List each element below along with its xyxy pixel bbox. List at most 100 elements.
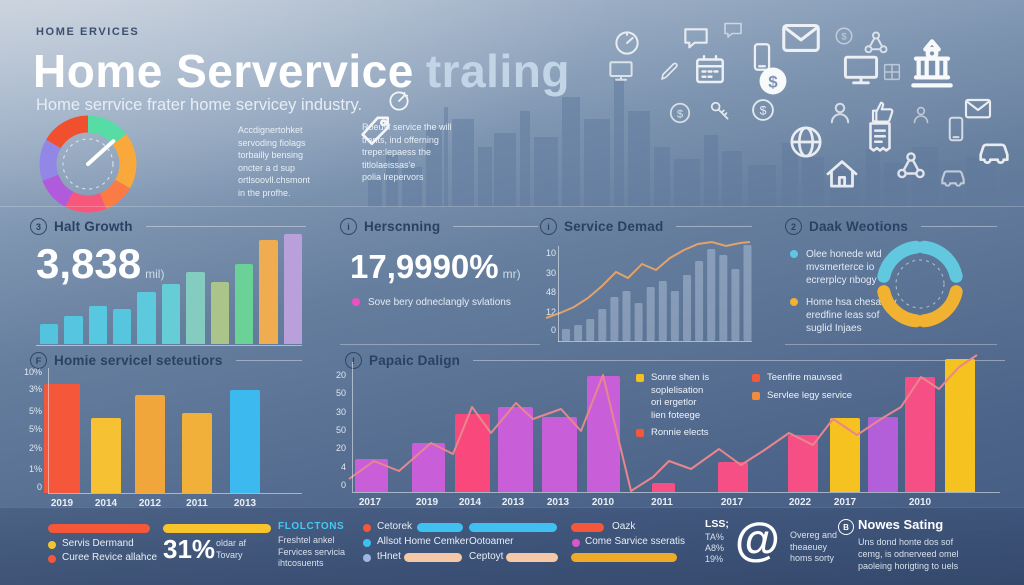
peach-pill (404, 553, 462, 562)
legend-label: tHnet (377, 551, 401, 562)
legend-label: Oazk (612, 521, 636, 532)
x-axis-label: 2010 (908, 497, 932, 508)
y-tick-label: 30 (335, 407, 346, 417)
legend-dot (363, 554, 371, 562)
floctons-title: FLOLCTONS (278, 521, 345, 532)
y-tick-label: 0 (340, 480, 346, 490)
panel-header-demand: i Service Demad (540, 218, 752, 235)
car-icon (974, 128, 1014, 168)
x-axis-label: 2017 (833, 497, 857, 508)
demand-bar (719, 255, 728, 341)
bar (718, 462, 748, 492)
nowes-badge-icon: B (838, 519, 854, 535)
stat-31-percent: 31% (163, 534, 216, 564)
legend-text: Ronnie elects (651, 427, 709, 438)
herscnning-title: Herscnning (364, 219, 441, 234)
house-icon (821, 152, 863, 194)
stat-line: A8% (705, 543, 725, 553)
herscnning-unit: mr) (502, 267, 521, 281)
pink-bullet-dot (352, 298, 360, 306)
demand-combo-chart (545, 240, 752, 341)
legend-item: Sonre shen is soplelisation ori ergetlor… (636, 372, 746, 422)
design-legend-2: Teenfire mauvsed Servlee legy service (752, 372, 902, 407)
demand-bar (598, 309, 607, 341)
gauge-segment (99, 179, 130, 209)
demand-x-axis (558, 341, 752, 342)
design-title: Papaic Dalign (369, 353, 461, 368)
title-main: Home Servervice (33, 45, 414, 97)
bar (230, 390, 260, 493)
growth-bar-chart (40, 232, 302, 344)
sectors-badge-icon: F (30, 352, 47, 369)
demand-bar (610, 297, 619, 341)
rule (473, 360, 1005, 361)
red-pill (571, 523, 604, 532)
nowes-text: Uns dond honte dos sof cemg, is odnervee… (858, 537, 959, 571)
brand-label: HOME ERVICES (36, 26, 140, 38)
title-accent: traling (425, 45, 570, 97)
legend-item: Ronnie elects (636, 427, 746, 440)
bar (542, 417, 577, 492)
presentation-board-icon (839, 48, 883, 92)
demand-bar (574, 325, 583, 341)
y-tick-label: 3% (28, 384, 42, 394)
x-axis-label: 2019 (50, 498, 74, 509)
bar (44, 384, 80, 493)
gauge-inner-dashed-circle (62, 138, 114, 190)
y-tick-label: 1% (28, 464, 42, 474)
yellow-timeline-pill (163, 524, 271, 533)
y-tick-label: 20 (335, 370, 346, 380)
growth-bar (234, 264, 254, 344)
growth-axis (36, 345, 302, 346)
stat-line: 19% (705, 554, 724, 564)
phone-hand-icon (941, 114, 971, 144)
donut-arc (877, 285, 923, 328)
x-axis-label: 2014 (94, 498, 118, 509)
growth-bar (186, 272, 205, 344)
amber-pill (571, 553, 677, 562)
bar (135, 395, 165, 493)
herscnning-bullet: Sove bery odneclangly svlations (352, 296, 532, 309)
x-axis-label: 2011 (186, 498, 208, 509)
y-tick-label: 0 (550, 325, 556, 335)
design-trend-line (348, 354, 978, 492)
herscnning-bullet-text: Sove bery odneclangly svlations (368, 297, 511, 308)
legend-label: Come Sarvice sseratis (585, 536, 686, 547)
at-caption: Overeg and theaeuey homs sorty (790, 530, 838, 563)
donut-inner-dashed-circle (895, 259, 945, 309)
cyan-pill (417, 523, 463, 532)
demand-bar (707, 249, 716, 341)
herscnning-value: 17,9990% (350, 248, 499, 285)
demand-trend-line (545, 240, 751, 319)
bar (182, 413, 212, 493)
bar (830, 418, 860, 492)
y-tick-label: 12 (545, 307, 556, 317)
growth-bar (210, 282, 229, 344)
demand-bar (646, 287, 655, 341)
page-title: Home Servervice traling (33, 44, 570, 98)
y-tick-label: 5% (28, 424, 42, 434)
x-axis-label: 2019 (415, 497, 439, 508)
red-timeline-pill (48, 524, 150, 533)
y-tick-label: 10% (23, 367, 42, 377)
floctons-text: Freshtel ankel Fervices servicia ihtcosu… (278, 535, 346, 568)
y-tick-label: 30 (545, 268, 556, 278)
dollar-icon (749, 96, 777, 124)
bar (455, 414, 490, 492)
yellow-bullet-dot (790, 298, 798, 306)
demand-bar (634, 303, 643, 341)
demand-bar (670, 291, 679, 341)
demand-bar (731, 269, 740, 341)
bar (945, 359, 975, 492)
pencil-icon (657, 60, 681, 84)
truck-icon (937, 158, 969, 190)
rule (453, 226, 538, 227)
network-icon (893, 148, 929, 184)
stat-line: TA% (705, 532, 724, 542)
gauge-segment (65, 191, 107, 213)
legend-label: Allsot Home Cemker (377, 536, 469, 547)
panel-header-design: ! Papaic Dalign (345, 352, 1005, 369)
subtitle: Home serrvice frater home servicey indus… (36, 96, 363, 114)
gauge-needle (86, 139, 116, 166)
